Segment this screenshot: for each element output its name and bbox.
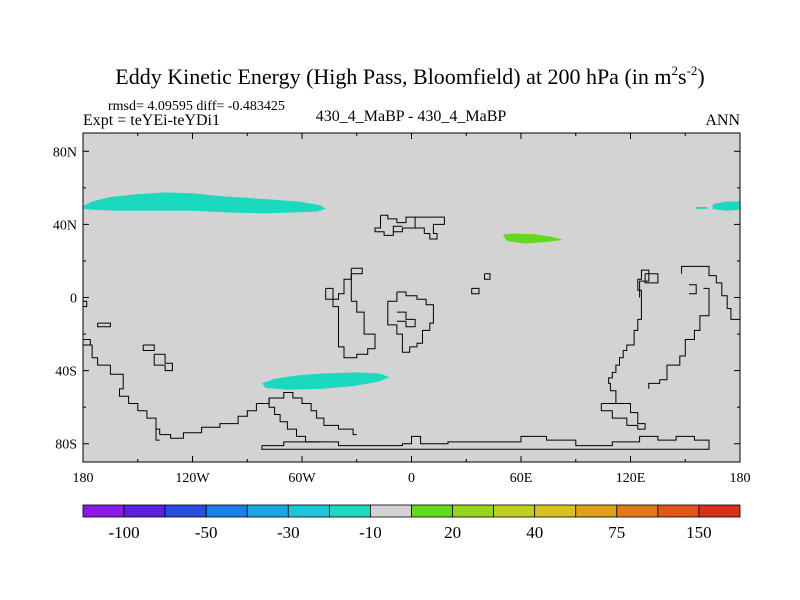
x-tick-label: 120E	[616, 471, 646, 486]
contour-pacific-west-boundary	[83, 300, 88, 308]
x-tick-label: 60E	[510, 471, 533, 486]
contour-pacific-dots-b	[471, 287, 480, 295]
contour-pacific-east-small	[644, 273, 659, 284]
colorbar-label: -10	[359, 523, 382, 542]
colorbar-swatch	[616, 504, 659, 518]
colorbar-swatch	[575, 504, 618, 518]
x-tick-label: 180	[730, 471, 751, 486]
expt-label: Expt = teYEi-teYDi1	[83, 112, 220, 129]
colorbar: -100 -50 -30 -10 20 40 75 150	[82, 504, 741, 542]
contour-africa-west-dot	[325, 287, 334, 300]
colorbar-label: 40	[526, 523, 543, 542]
contour-pacific-dots	[484, 273, 491, 280]
colorbar-swatch	[493, 504, 536, 518]
colorbar-label: 20	[444, 523, 461, 542]
x-tick-label: 0	[408, 471, 415, 486]
case-label: 430_4_MaBP - 430_4_MaBP	[316, 108, 507, 125]
contour-atlantic-north-block	[415, 216, 445, 240]
contour-pacific-east-coast-b	[688, 284, 697, 295]
y-tick-label: 40S	[55, 365, 77, 380]
contour-south-pacific-coast-c	[268, 398, 321, 443]
contour-antarctic-left	[155, 429, 160, 441]
colorbar-swatch	[370, 504, 412, 518]
chart-title: Eddy Kinetic Energy (High Pass, Bloomfie…	[115, 63, 704, 89]
colorbar-label: -30	[277, 523, 300, 542]
x-tick-label: 60W	[288, 471, 316, 486]
contour-africa-central-inner	[396, 311, 416, 328]
region-asia-positive	[502, 233, 563, 244]
y-tick-label: 80S	[55, 438, 77, 453]
y-tick-label: 40N	[53, 218, 77, 233]
colorbar-swatch	[534, 504, 577, 518]
x-tick-label: 180	[73, 471, 94, 486]
contour-south-pacific-coast	[83, 344, 161, 435]
contour-tropics-left-edge	[83, 339, 91, 345]
contour-pacific-east-coast-c	[648, 287, 710, 389]
x-tick-label: 120W	[175, 471, 210, 486]
anomaly-regions	[83, 192, 740, 390]
colorbar-swatch	[82, 504, 125, 518]
contour-south-pacific-coast-b	[159, 392, 357, 439]
contour-africa-central-loop	[387, 291, 434, 353]
title-exponent-2: -2	[687, 63, 698, 78]
colorbar-swatch	[452, 504, 495, 518]
region-north-pacific-negative-east-small	[696, 207, 708, 209]
colorbar-swatch	[287, 504, 330, 518]
contour-pacific-east-coast	[681, 265, 740, 320]
colorbar-label: -50	[195, 523, 218, 542]
contour-south-america-west	[97, 322, 111, 328]
colorbar-swatch	[205, 504, 248, 518]
contour-south-america-west-b	[142, 344, 155, 351]
region-north-pacific-negative	[83, 192, 326, 214]
region-north-pacific-negative-east	[712, 201, 740, 211]
title-unit-s: s	[678, 64, 687, 89]
contour-antarctic-line	[261, 435, 710, 450]
title-exponent-1: 2	[672, 63, 679, 78]
stats-label: rmsd= 4.09595 diff= -0.483425	[108, 99, 285, 114]
colorbar-swatch	[657, 504, 700, 518]
colorbar-swatch	[123, 504, 166, 518]
y-tick-label: 80N	[53, 145, 77, 160]
x-axis: 180 120W 60W 0 60E 120E 180	[73, 133, 751, 486]
colorbar-swatch	[328, 504, 371, 518]
contour-south-america-west-c	[153, 353, 173, 372]
contour-lines	[83, 214, 740, 450]
contour-australia-region	[600, 269, 650, 430]
contour-north-america-east	[374, 214, 416, 236]
colorbar-swatch	[164, 504, 207, 518]
contour-africa-west-loop	[350, 267, 376, 359]
y-axis: 80N 40N 0 40S 80S	[53, 145, 740, 453]
colorbar-swatch	[246, 504, 289, 518]
y-tick-label: 0	[70, 292, 77, 307]
colorbar-swatch	[698, 504, 741, 518]
title-close: )	[697, 64, 704, 89]
period-label: ANN	[705, 112, 740, 129]
region-south-atlantic-negative	[261, 372, 390, 390]
contour-na-east-tail	[392, 225, 403, 232]
colorbar-label: -100	[109, 523, 140, 542]
colorbar-label: 75	[608, 523, 625, 542]
colorbar-label: 150	[686, 523, 712, 542]
colorbar-swatch	[411, 504, 453, 518]
